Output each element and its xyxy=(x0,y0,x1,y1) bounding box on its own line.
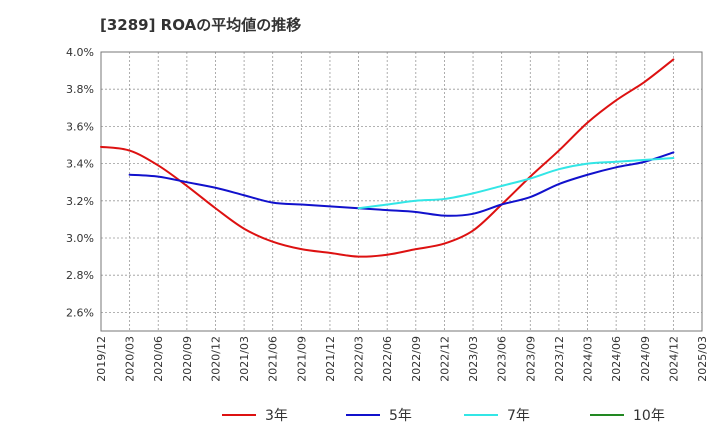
x-tick-label: 2023/09 xyxy=(524,336,537,382)
x-tick-label: 2020/09 xyxy=(181,336,194,382)
y-tick-label: 4.0% xyxy=(66,46,94,59)
y-tick-label: 3.6% xyxy=(66,120,94,133)
series-lines xyxy=(100,58,675,258)
x-tick-label: 2021/06 xyxy=(267,336,280,382)
x-tick-label: 2024/03 xyxy=(582,336,595,382)
x-tick-label: 2023/06 xyxy=(496,336,509,382)
y-tick-label: 3.0% xyxy=(66,232,94,245)
x-tick-label: 2024/12 xyxy=(667,336,680,382)
y-tick-label: 2.6% xyxy=(66,306,94,319)
y-tick-label: 3.8% xyxy=(66,83,94,96)
x-tick-label: 2019/12 xyxy=(95,336,108,382)
legend: 3年 5年 7年 10年 xyxy=(222,408,665,424)
legend-label: 10年 xyxy=(633,408,665,424)
y-tick-label: 3.4% xyxy=(66,158,94,171)
x-axis-tick-labels: 2019/12 2020/03 2020/06 2020/09 2020/12 2021/… xyxy=(95,336,709,382)
x-tick-label: 2025/03 xyxy=(696,336,709,382)
x-tick-label: 2022/06 xyxy=(381,336,394,382)
x-tick-label: 2020/12 xyxy=(209,336,222,382)
x-tick-label: 2024/06 xyxy=(610,336,623,382)
x-tick-label: 2023/12 xyxy=(553,336,566,382)
series-line-5年 xyxy=(128,151,675,217)
y-tick-label: 3.2% xyxy=(66,195,94,208)
series-line-7年 xyxy=(357,157,675,210)
y-axis-tick-labels: 2.6% 2.8% 3.0% 3.2% 3.4% 3.6% 3.8% 4.0% xyxy=(66,46,94,319)
grid-lines xyxy=(100,51,703,331)
chart-title: [3289] ROAの平均値の推移 xyxy=(100,16,302,34)
x-tick-label: 2021/03 xyxy=(238,336,251,382)
x-tick-label: 2022/09 xyxy=(410,336,423,382)
x-tick-label: 2021/09 xyxy=(295,336,308,382)
x-tick-label: 2020/06 xyxy=(152,336,165,382)
legend-label: 5年 xyxy=(389,408,412,424)
plot-area-frame xyxy=(100,51,703,332)
x-tick-label: 2023/03 xyxy=(467,336,480,382)
x-tick-label: 2021/12 xyxy=(324,336,337,382)
x-tick-label: 2022/12 xyxy=(438,336,451,382)
y-tick-label: 2.8% xyxy=(66,269,94,282)
legend-label: 7年 xyxy=(507,408,530,424)
x-tick-label: 2020/03 xyxy=(124,336,137,382)
legend-label: 3年 xyxy=(265,408,288,424)
x-tick-label: 2022/03 xyxy=(353,336,366,382)
x-tick-label: 2024/09 xyxy=(639,336,652,382)
series-line-3年 xyxy=(100,58,675,258)
